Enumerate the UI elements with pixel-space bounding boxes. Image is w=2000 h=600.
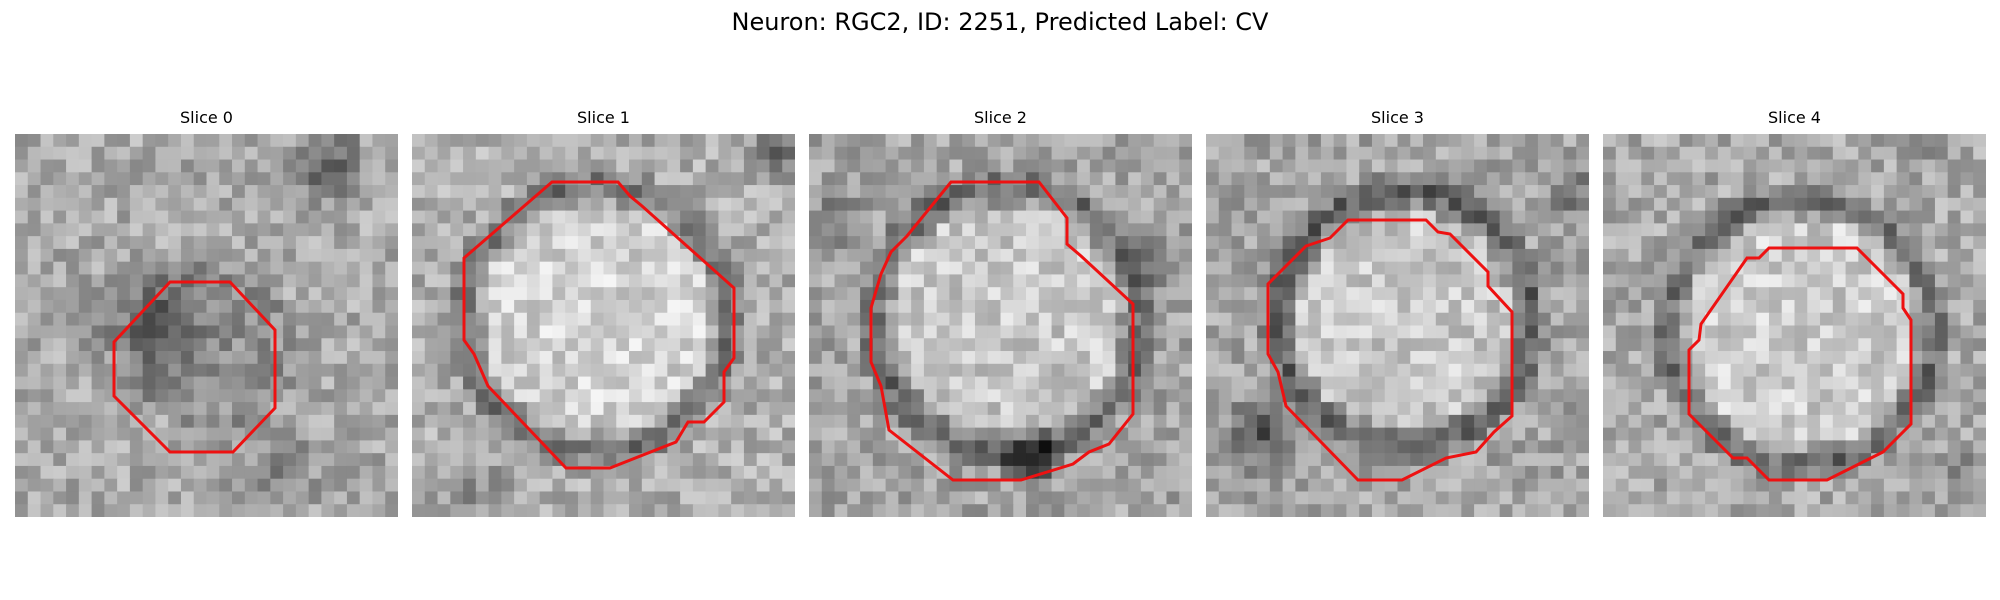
cell-contour-outline xyxy=(462,180,736,470)
slice-panel-0: Slice 0 xyxy=(15,108,398,517)
cell-contour-outline xyxy=(1687,246,1913,482)
slice-title-2: Slice 2 xyxy=(974,108,1027,127)
slice-title-4: Slice 4 xyxy=(1768,108,1821,127)
slice-image-2 xyxy=(809,134,1192,517)
slice-panel-2: Slice 2 xyxy=(809,108,1192,517)
microscopy-pixels xyxy=(1206,134,1589,517)
slice-image-0 xyxy=(15,134,398,517)
cell-contour-outline xyxy=(112,280,277,454)
microscopy-pixels xyxy=(809,134,1192,517)
slice-panel-1: Slice 1 xyxy=(412,108,795,517)
slice-image-1 xyxy=(412,134,795,517)
slice-image-3 xyxy=(1206,134,1589,517)
microscopy-pixels xyxy=(412,134,795,517)
figure-title: Neuron: RGC2, ID: 2251, Predicted Label:… xyxy=(731,8,1269,36)
microscopy-pixels xyxy=(15,134,398,517)
cell-contour-outline xyxy=(869,180,1135,482)
cell-contour-outline xyxy=(1266,218,1514,482)
microscopy-pixels xyxy=(1603,134,1986,517)
slice-title-0: Slice 0 xyxy=(180,108,233,127)
slice-panel-3: Slice 3 xyxy=(1206,108,1589,517)
slice-panel-4: Slice 4 xyxy=(1603,108,1986,517)
slice-image-4 xyxy=(1603,134,1986,517)
slice-title-1: Slice 1 xyxy=(577,108,630,127)
slice-title-3: Slice 3 xyxy=(1371,108,1424,127)
